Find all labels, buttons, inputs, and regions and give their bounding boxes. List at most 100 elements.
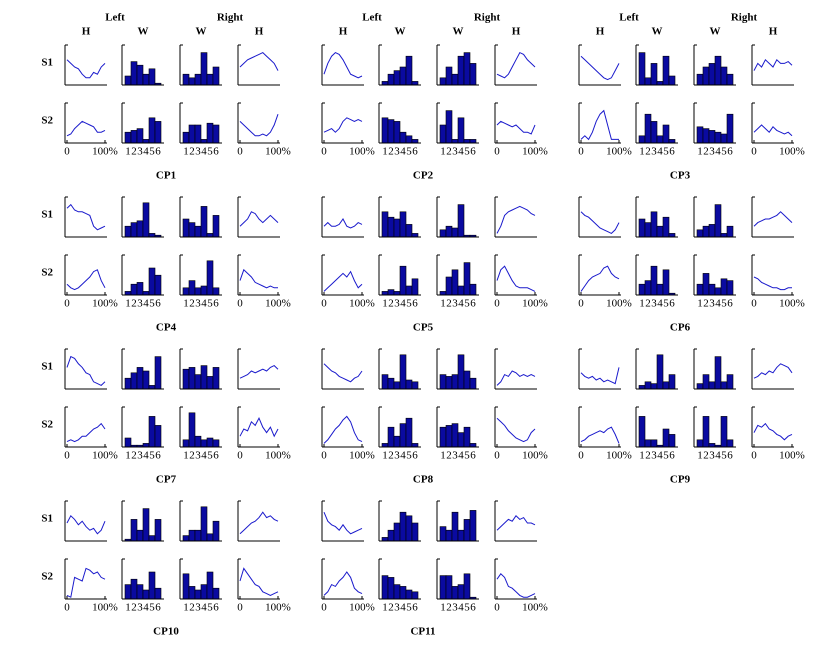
bar xyxy=(188,280,196,296)
bar xyxy=(720,278,728,296)
x-tick-label: 1 xyxy=(639,146,645,158)
bar xyxy=(457,204,465,238)
x-tick-label: 0 xyxy=(494,146,500,158)
bar xyxy=(206,437,214,448)
bar xyxy=(130,519,138,542)
x-tick-label: 5 xyxy=(406,602,412,614)
bar xyxy=(200,52,208,86)
bar xyxy=(142,589,150,600)
x-tick-label: 0 xyxy=(494,450,500,462)
x-tick-label: 4 xyxy=(400,146,406,158)
x-tick-label: 3 xyxy=(452,298,458,310)
measure-header: H xyxy=(255,26,264,38)
bar xyxy=(154,121,162,144)
bar xyxy=(194,529,202,542)
line xyxy=(239,417,279,438)
x-tick-label: 2 xyxy=(131,298,137,310)
x-tick-label: 5 xyxy=(721,146,727,158)
x-tick-label: 4 xyxy=(143,450,149,462)
line xyxy=(753,422,793,441)
x-tick-label: 6 xyxy=(155,602,161,614)
bar xyxy=(638,385,646,390)
bar xyxy=(148,535,156,542)
bar xyxy=(702,128,710,144)
bar xyxy=(124,377,132,390)
x-tick-label: 2 xyxy=(131,450,137,462)
bar xyxy=(142,291,150,296)
x-tick-label: 0 xyxy=(237,146,243,158)
line xyxy=(496,573,536,598)
x-tick-label: 100% xyxy=(522,602,548,614)
x-tick-label: 2 xyxy=(703,298,709,310)
bar xyxy=(206,260,214,296)
bar xyxy=(200,584,208,600)
bar xyxy=(411,278,419,296)
row-label: S1 xyxy=(41,209,53,221)
x-tick-label: 3 xyxy=(394,602,400,614)
bar xyxy=(720,133,728,144)
bar xyxy=(708,130,716,144)
side-header: Left xyxy=(362,12,382,24)
x-tick-label: 5 xyxy=(207,298,213,310)
bar xyxy=(212,287,220,296)
x-tick-label: 6 xyxy=(213,146,219,158)
bar xyxy=(650,383,658,390)
bar xyxy=(702,225,710,238)
bar xyxy=(439,526,447,542)
x-tick-label: 3 xyxy=(651,298,657,310)
x-tick-label: 1 xyxy=(639,450,645,462)
group-title: CP6 xyxy=(670,322,691,334)
bar xyxy=(411,591,419,600)
line xyxy=(66,59,106,79)
bar xyxy=(154,425,162,448)
group-title: CP5 xyxy=(413,322,434,334)
line xyxy=(239,211,279,227)
bar xyxy=(182,368,190,390)
x-tick-label: 6 xyxy=(155,146,161,158)
x-tick-label: 4 xyxy=(657,146,663,158)
bar xyxy=(154,519,162,542)
x-tick-label: 2 xyxy=(189,298,195,310)
bar xyxy=(405,589,413,600)
bar xyxy=(714,287,722,296)
bar xyxy=(708,443,716,448)
measure-header: W xyxy=(453,26,464,38)
bar xyxy=(644,439,652,448)
bar xyxy=(638,416,646,448)
bar xyxy=(411,139,419,144)
bar xyxy=(194,225,202,238)
x-tick-label: 2 xyxy=(645,298,651,310)
bar xyxy=(702,374,710,390)
x-tick-label: 5 xyxy=(207,146,213,158)
x-tick-label: 4 xyxy=(400,602,406,614)
x-tick-label: 0 xyxy=(64,146,70,158)
bar xyxy=(200,285,208,296)
bar xyxy=(720,233,728,238)
x-tick-label: 100% xyxy=(522,298,548,310)
bar xyxy=(726,439,734,448)
bar xyxy=(206,533,214,542)
line xyxy=(239,52,279,71)
bar xyxy=(399,423,407,448)
x-tick-label: 0 xyxy=(578,450,584,462)
x-tick-label: 100% xyxy=(92,450,118,462)
line xyxy=(66,203,106,231)
bar xyxy=(148,416,156,448)
bar xyxy=(194,287,202,296)
group-title: CP9 xyxy=(670,474,691,486)
line xyxy=(753,363,793,379)
bar xyxy=(457,55,465,86)
x-tick-label: 100% xyxy=(779,450,805,462)
x-tick-label: 0 xyxy=(64,602,70,614)
x-tick-label: 2 xyxy=(703,146,709,158)
line xyxy=(323,571,363,596)
bar xyxy=(696,383,704,390)
bar xyxy=(387,577,395,600)
bar xyxy=(387,377,395,390)
bar xyxy=(148,233,156,238)
bar xyxy=(696,439,704,448)
bar xyxy=(405,379,413,390)
bar xyxy=(451,269,459,296)
bar xyxy=(124,75,132,86)
bar xyxy=(668,374,676,390)
